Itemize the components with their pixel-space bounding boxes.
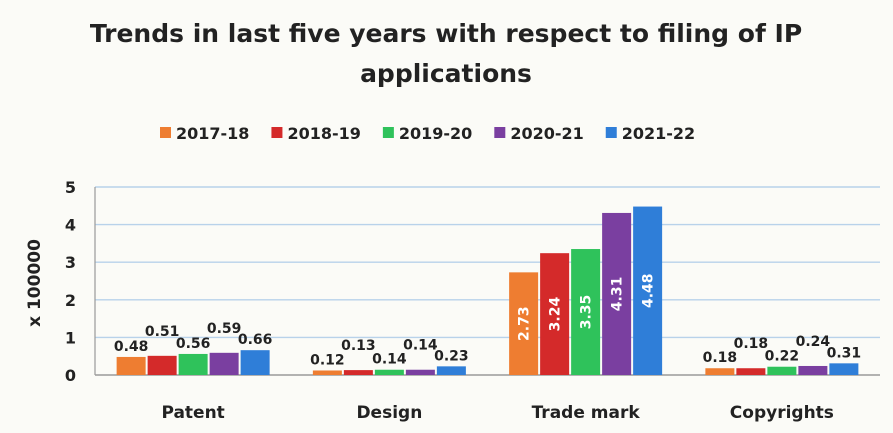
data-label: 0.48 xyxy=(114,339,149,355)
legend-label: 2019-20 xyxy=(399,124,472,143)
x-category-label: Trade mark xyxy=(532,403,641,423)
bar xyxy=(116,356,146,375)
data-label: 0.31 xyxy=(827,345,862,361)
data-label: 0.23 xyxy=(434,348,469,364)
bar xyxy=(540,253,570,375)
bar xyxy=(436,366,466,375)
bar xyxy=(829,363,859,375)
y-axis-label: x 100000 xyxy=(25,239,45,327)
chart-bars xyxy=(116,206,859,375)
data-label: 4.31 xyxy=(610,277,626,312)
y-tick-label: 1 xyxy=(65,328,76,347)
bar xyxy=(374,369,404,375)
x-category-label: Design xyxy=(356,403,422,423)
bar xyxy=(633,206,663,375)
bar xyxy=(705,368,735,375)
legend-swatch xyxy=(382,127,394,138)
y-axis-ticks: 0 1 2 3 4 5 xyxy=(65,178,76,385)
data-label: 0.14 xyxy=(372,352,407,368)
bar xyxy=(602,212,632,375)
data-label: 3.24 xyxy=(548,297,564,332)
data-label: 0.18 xyxy=(703,350,738,366)
y-tick-label: 2 xyxy=(65,291,76,310)
bar xyxy=(312,370,342,375)
data-label: 0.59 xyxy=(207,321,242,337)
x-axis-categories: Patent Design Trade mark Copyrights xyxy=(161,403,834,423)
data-label: 3.35 xyxy=(579,295,595,330)
chart-title-line-2: applications xyxy=(360,59,532,88)
legend-swatch xyxy=(160,127,171,138)
bar xyxy=(767,366,797,375)
legend-swatch xyxy=(271,127,283,138)
legend-label: 2017-18 xyxy=(176,124,249,143)
data-label: 2.73 xyxy=(517,306,533,341)
data-label: 0.51 xyxy=(145,324,180,340)
data-label: 0.66 xyxy=(238,332,273,348)
bar xyxy=(736,368,766,375)
bar xyxy=(343,370,373,375)
legend-swatch xyxy=(605,127,617,138)
data-label: 0.24 xyxy=(796,334,831,350)
x-category-label: Copyrights xyxy=(730,403,834,423)
legend-label: 2021-22 xyxy=(622,124,695,143)
legend-label: 2018-19 xyxy=(287,124,360,143)
bar xyxy=(798,365,828,375)
chart-title-line-1: Trends in last five years with respect t… xyxy=(90,19,802,48)
chart-data-labels: 0.480.510.560.590.660.120.130.140.140.23… xyxy=(114,274,861,369)
bar xyxy=(240,350,270,375)
bar xyxy=(147,355,177,375)
bar xyxy=(571,249,601,375)
data-label: 0.56 xyxy=(176,336,211,352)
chart-legend: 2017-18 2018-19 2019-20 2020-21 2021-22 xyxy=(160,124,695,143)
y-tick-label: 5 xyxy=(65,178,76,197)
bar xyxy=(509,272,539,375)
bar xyxy=(178,353,208,375)
legend-swatch xyxy=(494,127,506,138)
y-tick-label: 0 xyxy=(65,366,76,385)
bar xyxy=(405,369,435,375)
data-label: 0.13 xyxy=(341,338,376,354)
bar xyxy=(209,352,239,375)
y-tick-label: 3 xyxy=(65,253,76,272)
y-tick-label: 4 xyxy=(65,216,76,235)
data-label: 0.18 xyxy=(734,336,769,352)
data-label: 0.22 xyxy=(765,349,800,365)
legend-label: 2020-21 xyxy=(510,124,583,143)
data-label: 0.12 xyxy=(310,352,345,368)
data-label: 4.48 xyxy=(641,274,657,309)
data-label: 0.14 xyxy=(403,338,438,354)
x-category-label: Patent xyxy=(161,403,224,423)
